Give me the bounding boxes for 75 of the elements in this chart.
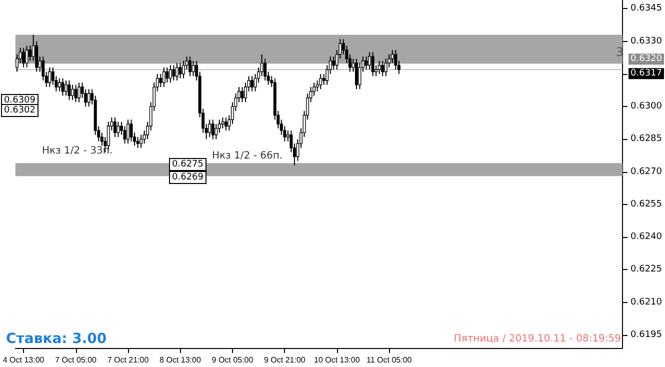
candlestick	[394, 50, 398, 70]
candlestick	[166, 66, 169, 84]
candlestick	[48, 66, 52, 88]
candlestick	[140, 134, 143, 148]
candlestick	[64, 80, 68, 96]
candlestick	[208, 119, 212, 138]
x-tick-label: 4 Oct 13:00	[2, 356, 45, 364]
candlestick	[78, 82, 81, 103]
candlestick	[25, 45, 28, 68]
x-tick-label: 11 Oct 05:00	[366, 356, 412, 364]
candlestick	[22, 47, 26, 68]
candlestick	[116, 121, 120, 138]
candlestick	[192, 60, 195, 77]
annotation: 0.6269	[172, 172, 204, 182]
candlestick	[162, 66, 166, 88]
annotation: 0.6309	[4, 96, 36, 106]
candlestick	[214, 123, 218, 140]
x-tick-label: 9 Oct 05:00	[212, 356, 254, 364]
y-tick-label: 0.6300	[630, 102, 662, 112]
candlestick	[354, 58, 358, 90]
candlestick	[28, 45, 32, 62]
candlestick	[113, 116, 116, 138]
candlestick	[123, 126, 126, 144]
candlestick	[172, 64, 176, 81]
candlestick	[188, 56, 192, 77]
candlestick	[378, 60, 381, 74]
candlestick	[322, 73, 326, 86]
y-tick-label: 0.6225	[630, 264, 662, 275]
candlestick	[182, 60, 185, 79]
candlestick	[178, 62, 182, 79]
candlestick	[159, 73, 162, 88]
y-tick-label: 0.6345	[630, 4, 662, 14]
candlestick	[368, 52, 372, 70]
annotation: Пятница / 2019.10.11 - 08:19:59	[454, 334, 622, 344]
candlestick	[126, 119, 130, 144]
candlestick	[371, 52, 374, 77]
candlestick	[381, 60, 384, 77]
y-tick-label: 0.6285	[630, 134, 662, 144]
ref-line-label: 0.6320	[630, 54, 662, 64]
candlestick	[130, 119, 133, 142]
y-tick-label: 0.6195	[630, 330, 662, 340]
candlestick	[319, 73, 322, 90]
x-tick-label: 9 Oct 21:00	[264, 356, 306, 364]
annotation: 0.6302	[4, 106, 36, 116]
candlestick	[74, 84, 78, 103]
candlestick	[61, 78, 64, 96]
annotation: Нкз 1/2 - 33п.	[42, 146, 113, 156]
candlestick	[390, 50, 394, 64]
candlestick	[332, 56, 336, 70]
candlestick	[71, 84, 74, 101]
y-tick-label: 0.6255	[630, 199, 662, 210]
ref-line-label: 0.6317	[630, 68, 662, 79]
candlestick	[221, 116, 224, 129]
x-tick-label: 7 Oct 05:00	[55, 356, 98, 364]
x-tick-label: 8 Oct 13:00	[160, 356, 202, 364]
y-tick-label: 0.6240	[630, 232, 662, 242]
candlestick	[136, 136, 140, 148]
candlestick	[175, 62, 178, 81]
candlestick	[364, 56, 368, 70]
candlestick	[384, 58, 388, 77]
candlestick	[211, 119, 214, 140]
x-tick-label: 10 Oct 13:00	[314, 356, 360, 364]
y-tick-label: 0.6330	[630, 36, 662, 46]
y-tick-label: 0.6270	[630, 166, 662, 177]
y-tick-label: 0.6210	[630, 297, 662, 308]
candlestick	[264, 58, 267, 81]
candlestick	[87, 88, 90, 108]
candlestick	[224, 116, 228, 131]
annotation: 0.6275	[172, 160, 204, 170]
candlestick	[58, 78, 61, 92]
annotation: Нкз 1/2 - 66п.	[212, 150, 283, 162]
candlestick	[250, 76, 254, 92]
x-tick-label: 7 Oct 21:00	[107, 356, 150, 364]
candlestick	[168, 64, 172, 84]
annotation: Ставка: 3.00	[6, 331, 107, 347]
